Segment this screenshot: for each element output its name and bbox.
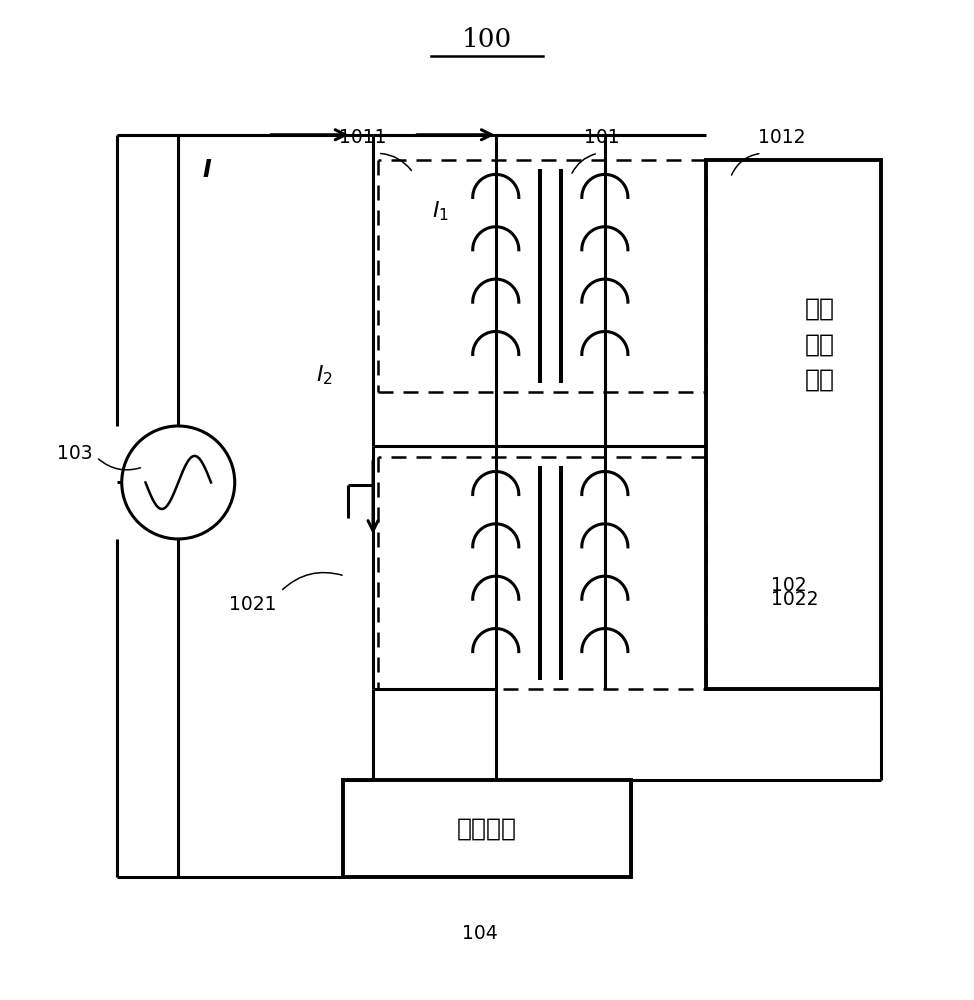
Text: 1021: 1021 [230,595,277,614]
Text: 1022: 1022 [771,590,819,609]
Text: 103: 103 [57,444,93,463]
Text: $\boldsymbol{I_1}$: $\boldsymbol{I_1}$ [431,200,449,223]
Text: 气体
解离
腔室: 气体 解离 腔室 [805,297,835,392]
Text: 104: 104 [463,924,498,943]
Text: 1011: 1011 [339,128,386,147]
Bar [706,160,881,689]
Text: 102: 102 [771,576,807,595]
Text: $\boldsymbol{I_2}$: $\boldsymbol{I_2}$ [317,364,333,387]
Text: $\boldsymbol{I}$: $\boldsymbol{I}$ [203,158,212,182]
Text: 101: 101 [584,128,619,147]
Text: 100: 100 [462,27,512,52]
Text: 1012: 1012 [758,128,805,147]
Text: 点火装置: 点火装置 [457,816,517,840]
Bar [344,780,631,877]
